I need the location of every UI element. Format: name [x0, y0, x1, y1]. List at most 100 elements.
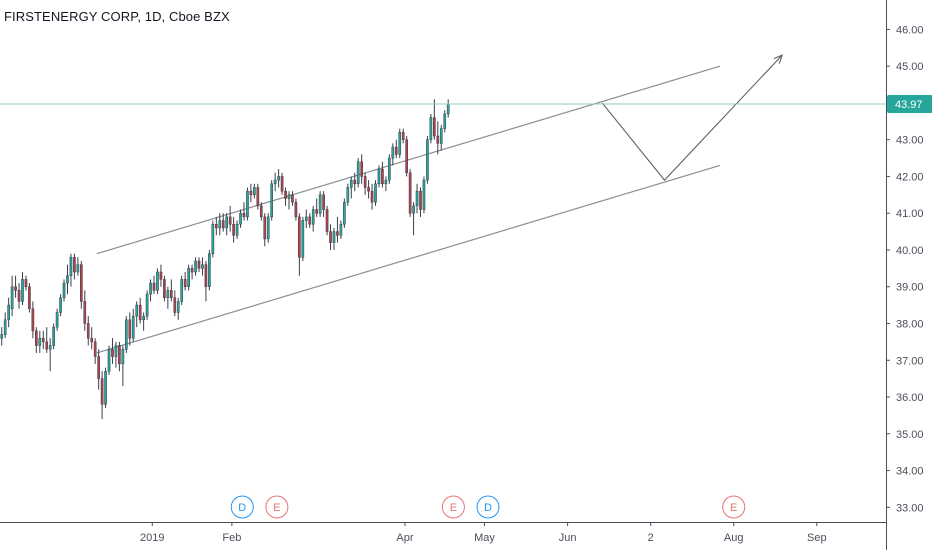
y-tick-label: 46.00: [896, 24, 924, 36]
candle-body: [41, 337, 45, 343]
candle-body: [232, 223, 235, 236]
candle-body: [353, 179, 357, 185]
candle-body: [446, 103, 450, 115]
candle-body: [138, 304, 142, 321]
candle-body: [322, 194, 325, 210]
earnings-marker-label: E: [730, 502, 737, 514]
dividend-marker-label: D: [484, 502, 492, 514]
x-tick-label: Aug: [724, 532, 744, 544]
earnings-marker-circle: [722, 495, 746, 519]
channel-lower-line: [96, 164, 721, 354]
candle-body: [228, 216, 232, 225]
candle-body: [398, 132, 402, 155]
y-tick-label: 42.00: [896, 171, 924, 183]
candle-body: [259, 205, 263, 218]
candle-body: [273, 179, 277, 185]
candle-body: [194, 260, 197, 273]
candle-body: [111, 348, 114, 357]
dividend-marker-label: D: [238, 502, 246, 514]
x-tick-label: Feb: [222, 532, 241, 544]
candle-body: [135, 304, 139, 317]
candle-body: [377, 168, 381, 185]
x-tick-label: Apr: [396, 532, 413, 544]
earnings-marker-label: E: [273, 502, 280, 514]
candle-body: [28, 286, 31, 310]
candle-body: [225, 216, 229, 229]
candle-body: [374, 183, 377, 203]
candle-body: [218, 220, 222, 229]
candle-body: [152, 282, 156, 291]
y-tick-label: 39.00: [896, 282, 924, 294]
earnings-marker-label: E: [450, 502, 457, 514]
candle-body: [190, 268, 194, 273]
candle-body: [145, 293, 149, 317]
projection-path: [601, 54, 784, 181]
candle-body: [256, 187, 260, 207]
candle-body: [415, 190, 419, 207]
dividend-event-marker[interactable]: D: [476, 495, 500, 519]
candle-body: [253, 187, 256, 196]
candle-body: [318, 194, 322, 214]
candle-body: [304, 216, 308, 221]
candle-body: [176, 301, 180, 313]
candle-body: [356, 161, 360, 185]
candle-body: [204, 264, 208, 287]
y-tick-label: 37.00: [896, 355, 924, 367]
candle-body: [336, 231, 339, 236]
candle-body: [86, 323, 90, 339]
candle-body: [332, 231, 336, 243]
candle-body: [391, 146, 395, 159]
candle-body: [197, 260, 201, 269]
candle-body: [349, 179, 353, 188]
x-tick-label: May: [474, 532, 495, 544]
candle-body: [7, 304, 10, 321]
candle-body: [107, 348, 111, 372]
candle-body: [422, 179, 426, 210]
candle-body: [17, 290, 21, 302]
candle-body: [48, 345, 52, 350]
candle-body: [121, 348, 125, 365]
candle-body: [3, 319, 7, 335]
candle-body: [381, 168, 384, 185]
candle-body: [277, 176, 280, 181]
candle-body: [45, 341, 49, 350]
earnings-marker-circle: [441, 495, 465, 519]
candle-body: [100, 378, 104, 405]
dividend-event-marker[interactable]: D: [230, 495, 254, 519]
candle-body: [104, 371, 107, 405]
candle-body: [211, 223, 215, 254]
candle-body: [149, 282, 152, 295]
earnings-event-marker[interactable]: E: [265, 495, 289, 519]
candle-body: [76, 264, 80, 273]
candle-body: [412, 205, 415, 214]
candle-body: [97, 356, 100, 379]
candle-body: [187, 268, 190, 287]
candle-body: [363, 176, 367, 188]
candle-body: [128, 319, 132, 339]
candle-body: [429, 117, 433, 140]
candle-body: [419, 190, 422, 210]
candle-body: [308, 216, 312, 225]
candle-body: [263, 216, 267, 240]
candle-body: [287, 194, 291, 199]
x-tick-label: 2: [648, 532, 654, 544]
candle-body: [142, 315, 145, 321]
candle-body: [246, 190, 249, 218]
candle-body: [325, 209, 329, 232]
candle-body: [315, 209, 318, 214]
earnings-event-marker[interactable]: E: [722, 495, 746, 519]
candle-body: [343, 201, 346, 225]
earnings-event-marker[interactable]: E: [441, 495, 465, 519]
candle-body: [208, 253, 211, 287]
candle-body: [436, 135, 440, 144]
candle-body: [131, 315, 135, 339]
y-tick-label: 38.00: [896, 318, 924, 330]
candle-body: [394, 146, 398, 155]
candle-body: [83, 301, 87, 324]
candle-body: [408, 172, 412, 214]
candle-body: [73, 257, 76, 273]
x-tick-label: Sep: [807, 532, 827, 544]
